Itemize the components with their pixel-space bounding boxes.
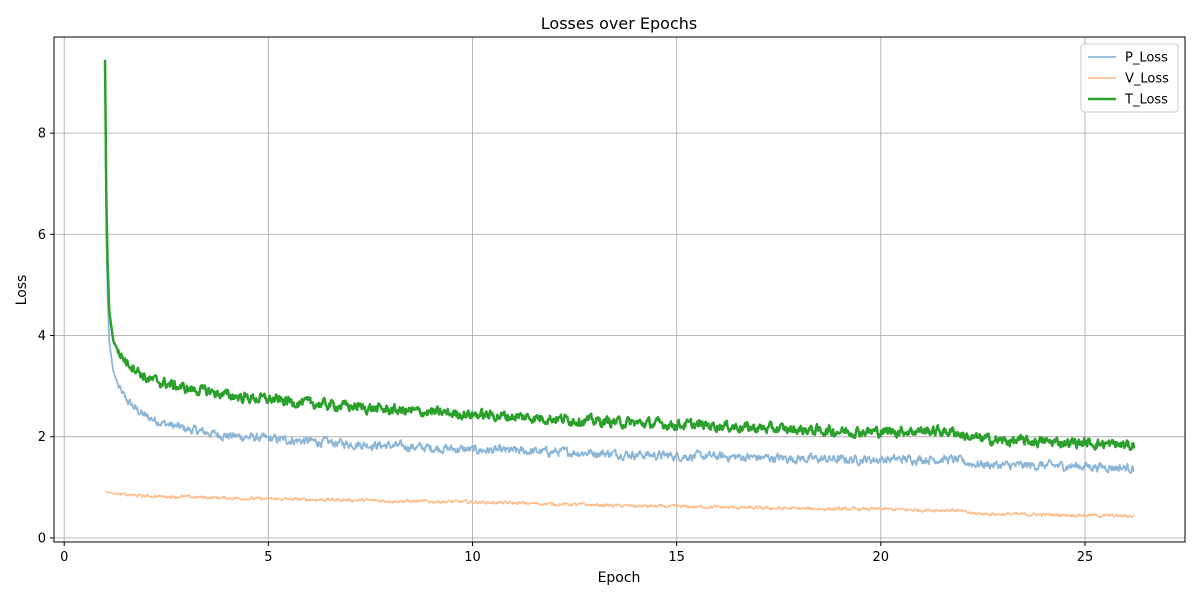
x-tick-label: 5 xyxy=(264,550,272,565)
x-tick-label: 0 xyxy=(60,550,68,565)
x-tick-label: 10 xyxy=(464,550,481,565)
series-line-p-loss xyxy=(104,62,1135,475)
legend-label: T_Loss xyxy=(1124,93,1168,108)
legend-box xyxy=(1080,43,1179,113)
y-axis-ticks: 0 2 4 6 8 xyxy=(38,127,54,546)
y-tick-label: 4 xyxy=(38,329,46,344)
series-line-v-loss xyxy=(104,490,1135,519)
data-series xyxy=(103,59,1136,519)
x-axis-label: Epoch xyxy=(598,570,641,586)
legend-label: P_Loss xyxy=(1125,51,1168,66)
x-tick-label: 20 xyxy=(873,550,890,565)
legend-label: V_Loss xyxy=(1125,72,1169,87)
legend: P_Loss V_Loss T_Loss xyxy=(1080,43,1179,113)
x-tick-label: 15 xyxy=(668,550,685,565)
series-line-t-loss xyxy=(103,59,1136,452)
y-tick-label: 0 xyxy=(38,531,46,546)
y-tick-label: 6 xyxy=(38,228,46,243)
plot-frame xyxy=(53,36,1186,543)
y-axis-label: Loss xyxy=(14,275,30,306)
y-tick-label: 2 xyxy=(38,430,46,445)
y-tick-label: 8 xyxy=(38,127,46,142)
x-tick-label: 25 xyxy=(1077,550,1094,565)
x-axis-ticks: 0 5 10 15 20 25 xyxy=(60,542,1093,565)
grid-lines xyxy=(54,37,1185,542)
chart-title: Losses over Epochs xyxy=(541,14,697,33)
